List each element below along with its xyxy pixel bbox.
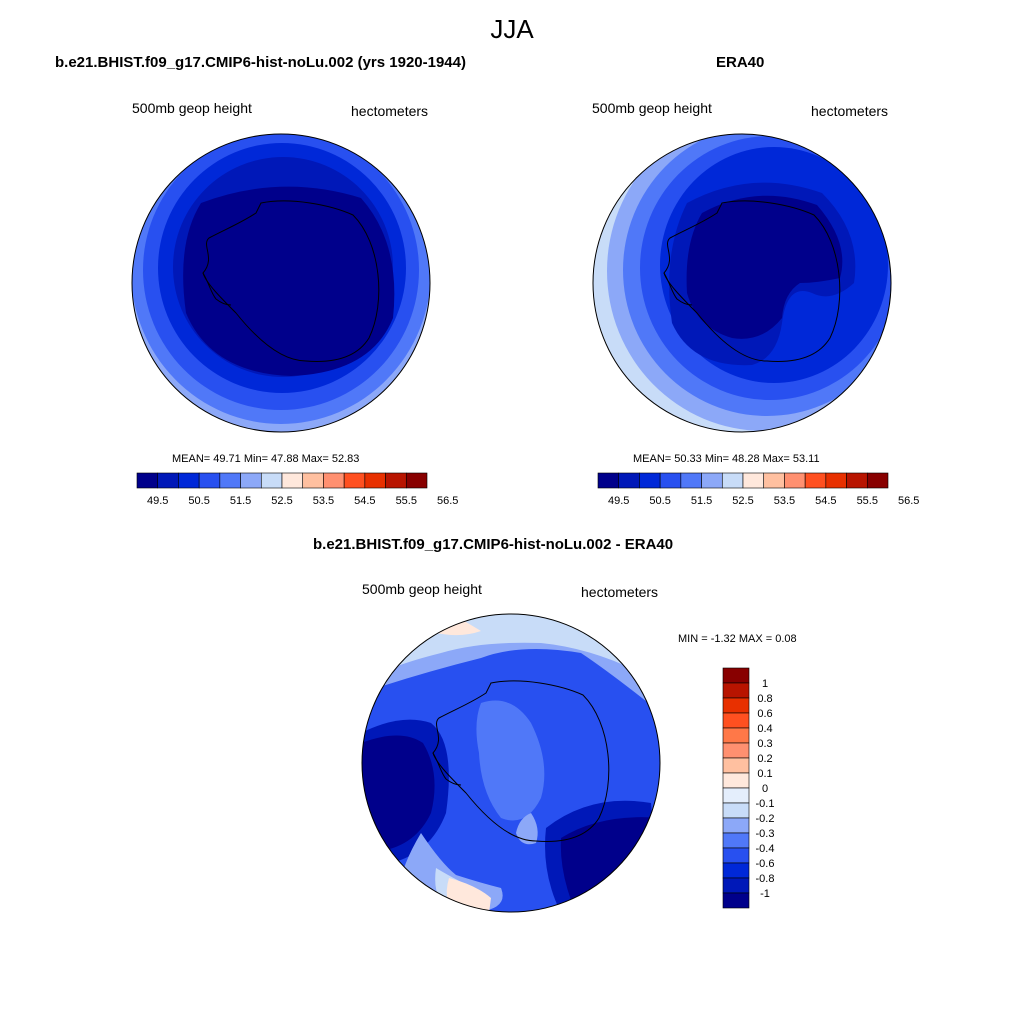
panel-units-label-model: hectometers: [351, 103, 429, 119]
colorbar-box: [722, 832, 750, 849]
colorbar-box: [240, 472, 262, 489]
colorbar-box: [722, 742, 750, 759]
colorbar-box: [364, 472, 386, 489]
panel-units-label-obs: hectometers: [811, 103, 889, 119]
colorbar-tick-label: -0.3: [756, 828, 775, 840]
colorbar-box: [722, 877, 750, 894]
colorbar-box: [804, 472, 827, 489]
colorbar-tick-label: -0.4: [756, 843, 775, 855]
colorbar-box: [178, 472, 200, 489]
colorbar-box: [722, 697, 750, 714]
map-model: [131, 133, 431, 433]
colorbar-box: [198, 472, 221, 489]
map-diff: [361, 613, 661, 913]
colorbar-tick-label: -0.8: [756, 873, 775, 885]
colorbar-box: [763, 472, 785, 489]
colorbar-tick-label: 0: [762, 783, 768, 795]
colorbar-box: [157, 472, 179, 489]
colorbar-box: [722, 892, 750, 909]
colorbar-box: [659, 472, 682, 489]
colorbar-tick-label: 54.5: [815, 495, 836, 507]
colorbar-box: [302, 472, 324, 489]
colorbar-tick-label: -0.2: [756, 813, 775, 825]
colorbar-tick-label: -1: [760, 888, 770, 900]
colorbar-box: [343, 472, 366, 489]
colorbar-box: [680, 472, 702, 489]
colorbar-box: [721, 472, 744, 489]
colorbar-diff: 1 0.8 0.6 0.4 0.3 0.2 0.1 0 -0.1 -0.2 -0.3 -0.4 -0.6…: [722, 667, 775, 909]
panel-title-obs: ERA40: [716, 54, 765, 71]
colorbar-box: [281, 472, 304, 489]
colorbar-tick-label: 49.5: [608, 495, 629, 507]
colorbar-tick-label: -0.6: [756, 858, 775, 870]
colorbar-tick-label: 52.5: [732, 495, 753, 507]
colorbar-box: [742, 472, 765, 489]
panel-left-label-diff: 500mb geop height: [362, 581, 482, 597]
colorbar-tick-label: 50.5: [649, 495, 670, 507]
colorbar-model: 49.5 50.5 51.5 52.5 53.5 54.5 55.5 56.5: [136, 472, 458, 507]
panel-units-label-diff: hectometers: [581, 584, 659, 600]
colorbar-tick-label: 49.5: [147, 495, 168, 507]
colorbar-box: [722, 847, 750, 864]
colorbar-tick-label: 0.3: [757, 738, 772, 750]
colorbar-box: [136, 472, 159, 489]
colorbar-box: [722, 757, 750, 774]
panel-left-label-obs: 500mb geop height: [592, 100, 712, 116]
colorbar-box: [385, 472, 407, 489]
colorbar-tick-label: 53.5: [774, 495, 795, 507]
colorbar-box: [405, 472, 428, 489]
map-obs: [592, 133, 892, 433]
colorbar-tick-label: 54.5: [354, 495, 375, 507]
panel-left-label-model: 500mb geop height: [132, 100, 252, 116]
stats-model: MEAN= 49.71 Min= 47.88 Max= 52.83: [172, 453, 360, 465]
stats-diff: MIN = -1.32 MAX = 0.08: [678, 633, 797, 645]
colorbar-box: [722, 802, 750, 819]
colorbar-tick-label: 1: [762, 678, 768, 690]
colorbar-tick-label: 0.6: [757, 708, 772, 720]
colorbar-box: [722, 787, 750, 804]
colorbar-tick-label: 0.2: [757, 753, 772, 765]
colorbar-box: [701, 472, 723, 489]
colorbar-tick-label: 51.5: [691, 495, 712, 507]
colorbar-box: [597, 472, 620, 489]
colorbar-box: [323, 472, 345, 489]
colorbar-box: [722, 682, 750, 699]
colorbar-tick-label: 0.8: [757, 693, 772, 705]
colorbar-obs: 49.5 50.5 51.5 52.5 53.5 54.5 55.5 56.5: [597, 472, 919, 507]
colorbar-tick-label: -0.1: [756, 798, 775, 810]
colorbar-box: [260, 472, 283, 489]
panel-title-diff: b.e21.BHIST.f09_g17.CMIP6-hist-noLu.002 …: [313, 536, 674, 553]
colorbar-tick-label: 56.5: [437, 495, 458, 507]
colorbar-box: [722, 772, 750, 789]
colorbar-box: [866, 472, 889, 489]
colorbar-tick-label: 51.5: [230, 495, 251, 507]
colorbar-tick-label: 56.5: [898, 495, 919, 507]
colorbar-box: [219, 472, 241, 489]
colorbar-box: [784, 472, 806, 489]
colorbar-box: [722, 862, 750, 879]
figure-title: JJA: [490, 14, 534, 44]
stats-obs: MEAN= 50.33 Min= 48.28 Max= 53.11: [633, 453, 820, 465]
colorbar-tick-label: 0.4: [757, 723, 772, 735]
colorbar-box: [722, 667, 750, 684]
colorbar-tick-label: 52.5: [271, 495, 292, 507]
colorbar-tick-label: 55.5: [857, 495, 878, 507]
colorbar-tick-label: 0.1: [757, 768, 772, 780]
colorbar-box: [846, 472, 868, 489]
panel-title-model: b.e21.BHIST.f09_g17.CMIP6-hist-noLu.002 …: [55, 54, 466, 71]
colorbar-box: [618, 472, 640, 489]
colorbar-tick-label: 50.5: [188, 495, 209, 507]
colorbar-box: [825, 472, 847, 489]
colorbar-box: [639, 472, 661, 489]
colorbar-tick-label: 55.5: [396, 495, 417, 507]
colorbar-tick-label: 53.5: [313, 495, 334, 507]
colorbar-box: [722, 817, 750, 834]
colorbar-box: [722, 727, 750, 744]
colorbar-box: [722, 712, 750, 729]
